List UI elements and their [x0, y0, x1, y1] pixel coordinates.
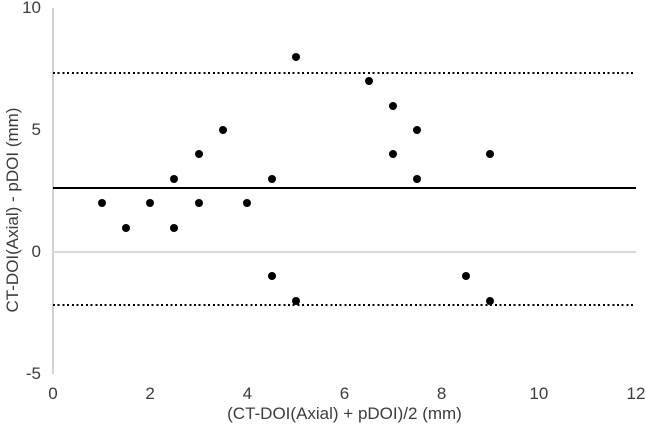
data-point	[389, 150, 398, 159]
data-point	[291, 296, 300, 305]
data-point	[170, 223, 179, 232]
x-axis-title: (CT-DOI(Axial) + pDOI)/2 (mm)	[227, 404, 462, 423]
data-point	[413, 174, 422, 183]
data-point	[267, 174, 276, 183]
data-point	[219, 126, 228, 134]
x-tick-label: 12	[626, 384, 646, 403]
x-tick-label: 10	[529, 384, 549, 403]
x-tick-label: 6	[339, 384, 350, 403]
x-tick-label: 0	[48, 384, 58, 403]
data-point	[486, 296, 495, 305]
data-point	[364, 77, 373, 86]
data-point	[121, 223, 130, 232]
mean-line	[53, 186, 636, 190]
data-point	[146, 199, 155, 208]
data-point	[291, 52, 300, 61]
data-point	[389, 101, 398, 110]
upper-loa-line	[53, 71, 636, 74]
data-point	[194, 199, 203, 208]
zero-gridline	[53, 251, 636, 253]
data-point	[413, 126, 422, 134]
data-point	[170, 174, 179, 183]
y-tick-label: -5	[25, 364, 41, 383]
data-point	[486, 150, 495, 159]
x-tick-label: 4	[242, 384, 253, 403]
data-point	[461, 272, 470, 281]
lower-loa-line	[53, 304, 636, 307]
data-point	[97, 199, 106, 208]
plot-area	[53, 8, 636, 374]
y-axis-line	[52, 8, 54, 374]
y-tick-label: 10	[22, 0, 41, 17]
x-tick-label: 8	[436, 384, 447, 403]
y-tick-label: 0	[31, 242, 41, 261]
x-tick-label: 2	[145, 384, 155, 403]
data-point	[194, 150, 203, 159]
y-tick-label: 5	[31, 120, 41, 139]
data-point	[267, 272, 276, 281]
data-point	[243, 199, 252, 208]
